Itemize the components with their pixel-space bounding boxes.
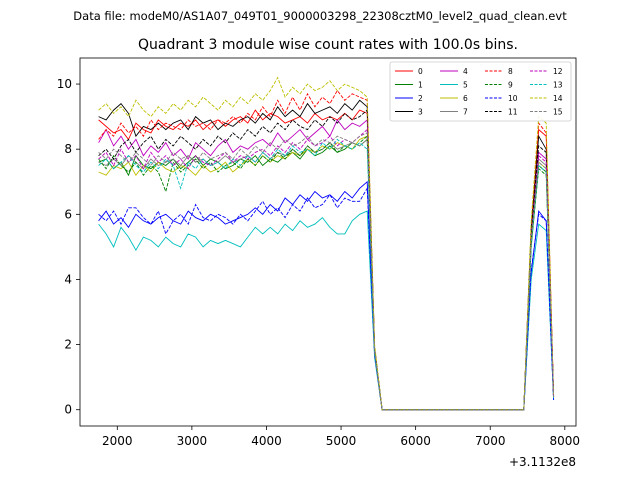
x-tick-label: 8000 [550,434,581,448]
x-tick-label: 4000 [251,434,282,448]
x-tick-label: 6000 [400,434,431,448]
series-line-0 [98,109,555,411]
series-line-3 [98,99,555,411]
legend-label-6: 6 [463,94,468,103]
series-line-15 [98,132,555,411]
x-tick-label: 2000 [102,434,133,448]
series-line-9 [98,135,555,411]
legend-label-11: 11 [508,108,518,117]
y-tick-label: 8 [64,142,72,156]
series-line-11 [98,109,555,411]
legend-label-2: 2 [418,94,423,103]
series-line-2 [98,180,555,411]
data-file-label: Data file: modeM0/AS1A07_049T01_90000032… [73,9,567,23]
legend-box [389,61,572,122]
legend-label-8: 8 [508,67,513,76]
series-line-13 [98,138,555,411]
legend-label-9: 9 [508,81,513,90]
series-line-14 [98,76,555,411]
legend-label-0: 0 [418,67,423,76]
y-tick-label: 6 [64,207,72,221]
plot-frame [79,57,577,427]
legend-label-3: 3 [418,108,423,117]
series-line-10 [98,186,555,411]
x-axis-ticks: 2000 3000 4000 5000 6000 7000 8000 [102,426,580,448]
legend-label-5: 5 [463,81,468,90]
y-tick-label: 2 [64,338,72,352]
series-line-1 [98,138,555,411]
chart-title: Quadrant 3 module wise count rates with … [138,37,518,53]
series-line-6 [98,135,555,411]
legend-label-1: 1 [418,81,423,90]
legend-label-7: 7 [463,108,468,117]
legend-label-10: 10 [508,94,518,103]
y-axis-ticks: 0 2 4 6 8 10 [57,77,80,417]
y-tick-label: 4 [64,272,72,286]
legend-label-4: 4 [463,67,468,76]
y-tick-label: 10 [57,77,72,91]
legend-label-12: 12 [553,67,563,76]
legend-label-14: 14 [553,94,563,103]
x-tick-label: 7000 [475,434,506,448]
series-line-8 [98,89,555,411]
x-tick-label: 3000 [177,434,208,448]
legend-label-13: 13 [553,81,563,90]
y-tick-label: 0 [64,403,72,417]
x-axis-offset-label: +3.1132e8 [509,455,576,469]
series-layer [98,76,555,411]
series-line-4 [98,118,555,411]
series-line-5 [98,210,555,411]
legend-label-15: 15 [553,108,563,117]
series-line-12 [98,128,555,411]
series-line-7 [98,138,555,411]
x-tick-label: 5000 [326,434,357,448]
